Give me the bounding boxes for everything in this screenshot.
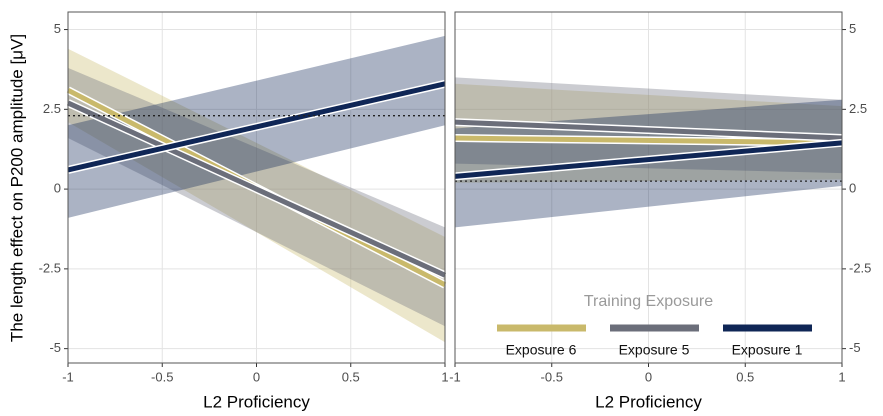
uncertainty-band <box>68 48 445 343</box>
x-tick-label: -1 <box>62 369 74 384</box>
x-tick-label: -0.5 <box>151 369 173 384</box>
y-tick-label: 0 <box>54 181 61 196</box>
y-tick-label: -5 <box>49 340 61 355</box>
x-tick-label: 1 <box>441 369 448 384</box>
x-tick-label: 1 <box>838 369 845 384</box>
legend-label: Exposure 6 <box>506 342 577 358</box>
x-axis-title: L2 Proficiency <box>595 392 702 411</box>
y-tick-label: -2.5 <box>39 260 61 275</box>
x-tick-label: 0.5 <box>736 369 754 384</box>
panel-border <box>454 11 843 364</box>
legend-title: Training Exposure <box>584 293 713 310</box>
y-tick-label: -5 <box>849 340 861 355</box>
x-tick-label: 0 <box>253 369 260 384</box>
mean-line <box>454 135 843 146</box>
x-tick-label: -0.5 <box>541 369 563 384</box>
y-tick-label: 0 <box>849 181 856 196</box>
x-axis-title: L2 Proficiency <box>203 392 310 411</box>
mean-line <box>454 119 843 141</box>
mean-line <box>454 140 843 179</box>
y-tick-label: 5 <box>54 21 61 36</box>
mean-line <box>67 81 446 173</box>
legend-label: Exposure 1 <box>732 342 803 358</box>
x-tick-label: 0.5 <box>342 369 360 384</box>
y-tick-label: 5 <box>849 21 856 36</box>
x-tick-label: -1 <box>449 369 461 384</box>
y-axis-title: The length effect on P200 amplitude [μV] <box>7 34 26 342</box>
panel-border <box>67 11 446 364</box>
x-tick-label: 0 <box>645 369 652 384</box>
mean-line <box>66 100 447 278</box>
y-tick-label: 2.5 <box>43 101 61 116</box>
legend-label: Exposure 5 <box>619 342 690 358</box>
y-tick-label: 2.5 <box>849 101 867 116</box>
y-tick-label: -2.5 <box>849 260 871 275</box>
uncertainty-band <box>68 67 445 327</box>
